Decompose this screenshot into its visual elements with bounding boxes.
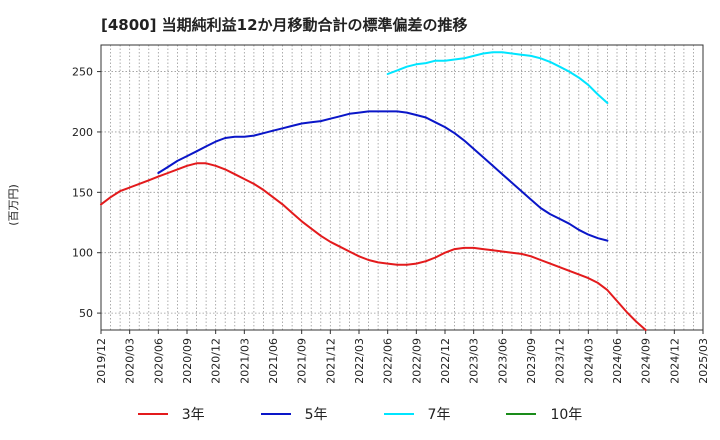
legend-item: 3年 — [137, 404, 205, 424]
x-tick-label: 2024/12 — [668, 338, 681, 384]
legend-label: 3年 — [181, 407, 205, 423]
x-tick-label: 2020/09 — [181, 338, 194, 384]
series-line-5年 — [157, 110, 609, 242]
y-tick-label: 250 — [72, 66, 93, 79]
legend-label: 7年 — [427, 407, 451, 423]
legend-label: 5年 — [304, 407, 328, 423]
series-line-3年 — [100, 162, 647, 331]
x-tick-label: 2021/12 — [324, 338, 337, 384]
legend: 3年 5年 7年 10年 — [0, 404, 720, 424]
legend-swatch — [137, 413, 168, 415]
x-tick-label: 2022/06 — [382, 338, 395, 384]
x-tick-label: 2022/12 — [439, 338, 452, 384]
y-tick-label: 100 — [72, 247, 93, 260]
x-tick-label: 2023/03 — [468, 338, 481, 384]
y-tick-label: 150 — [72, 186, 93, 199]
y-tick-label: 50 — [79, 307, 93, 320]
x-tick-label: 2024/09 — [640, 338, 653, 384]
legend-item: 10年 — [506, 404, 582, 424]
legend-item: 7年 — [383, 404, 451, 424]
chart-title: [4800] 当期純利益12か月移動合計の標準偏差の推移 — [101, 16, 468, 34]
x-tick-label: 2021/03 — [238, 338, 251, 384]
legend-swatch — [383, 413, 414, 415]
x-tick-label: 2022/09 — [410, 338, 423, 384]
x-tick-label: 2020/03 — [124, 338, 137, 384]
x-tick-label: 2022/03 — [353, 338, 366, 384]
legend-swatch — [506, 413, 537, 415]
x-tick-label: 2024/03 — [582, 338, 595, 384]
y-tick-label: 200 — [72, 126, 93, 139]
legend-swatch — [260, 413, 291, 415]
x-tick-label: 2021/06 — [267, 338, 280, 384]
x-tick-label: 2020/12 — [210, 338, 223, 384]
x-tick-label: 2024/06 — [611, 338, 624, 384]
x-tick-label: 2023/12 — [554, 338, 567, 384]
x-tick-label: 2021/09 — [296, 338, 309, 384]
legend-label: 10年 — [550, 407, 583, 423]
x-tick-label: 2020/06 — [152, 338, 165, 384]
x-tick-label: 2023/06 — [496, 338, 509, 384]
x-tick-label: 2023/09 — [525, 338, 538, 384]
x-tick-label: 2019/12 — [95, 338, 108, 384]
legend-item: 5年 — [260, 404, 328, 424]
x-tick-label: 2025/03 — [697, 338, 710, 384]
plot-frame — [100, 44, 704, 331]
series-line-7年 — [386, 51, 609, 104]
